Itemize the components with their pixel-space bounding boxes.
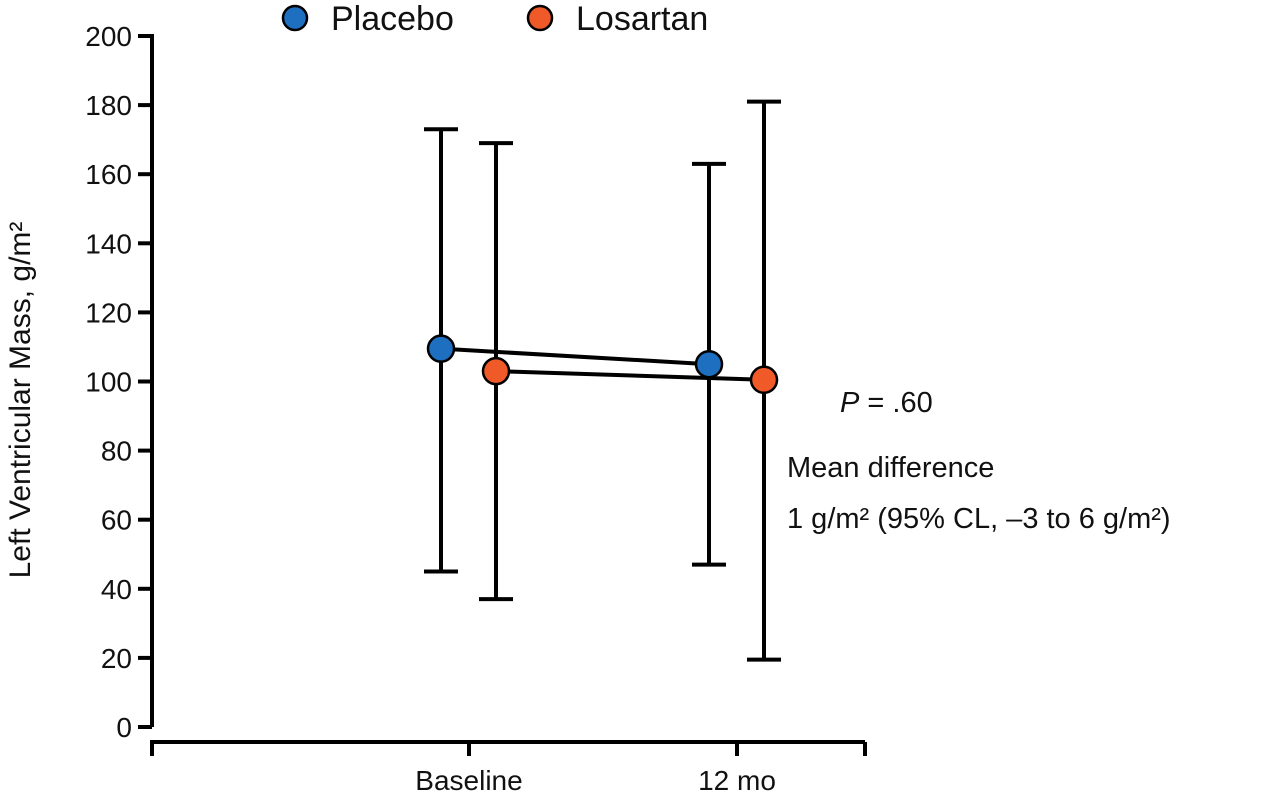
x-tick-label: 12 mo	[698, 765, 776, 793]
y-tick-label: 20	[101, 643, 132, 674]
series-line-placebo	[440, 346, 710, 367]
legend-label-losartan: Losartan	[576, 0, 708, 38]
legend-label-placebo: Placebo	[331, 0, 454, 38]
y-tick-label: 120	[85, 297, 132, 328]
y-tick-label: 80	[101, 436, 132, 467]
mean-difference-value: 1 g/m² (95% CL, –3 to 6 g/m²)	[787, 503, 1171, 535]
y-tick-label: 60	[101, 505, 132, 536]
legend-marker-placebo	[281, 4, 309, 32]
mean-difference-label: Mean difference	[787, 452, 994, 484]
data-point-placebo	[426, 334, 456, 363]
y-tick-label: 40	[101, 574, 132, 605]
y-tick-label: 100	[85, 367, 132, 398]
axes: 0 20 40 60 80 100 120 140 160 180 200 Baseline 12 mo	[85, 21, 867, 796]
data-point-losartan	[749, 365, 779, 395]
y-tick-label: 180	[85, 90, 132, 121]
p-value-annotation: P = .60	[840, 387, 933, 419]
x-tick-label: Baseline	[415, 765, 522, 793]
y-axis-label: Left Ventricular Mass, g/m²	[4, 222, 37, 579]
marks	[424, 99, 781, 662]
legend: Placebo Losartan	[281, 0, 708, 38]
data-point-placebo	[694, 349, 724, 379]
data-point-losartan	[481, 356, 511, 386]
y-tick-label: 160	[85, 159, 132, 190]
legend-marker-losartan	[526, 4, 554, 32]
y-tick-label: 0	[116, 712, 132, 743]
y-tick-label: 140	[85, 228, 132, 259]
y-tick-label: 200	[85, 21, 132, 52]
series-line-losartan	[495, 369, 765, 382]
